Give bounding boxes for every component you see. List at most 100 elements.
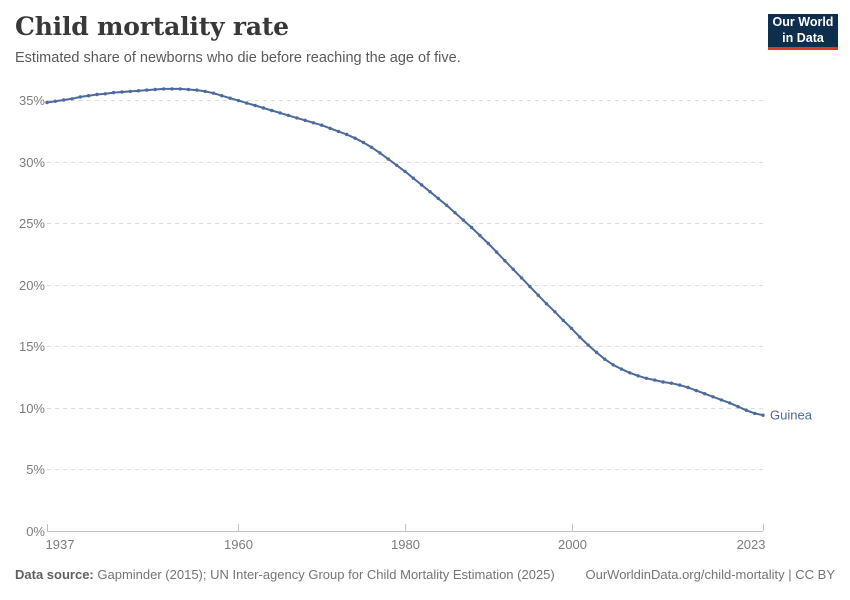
data-point[interactable] [378,151,382,155]
data-point[interactable] [761,413,765,417]
data-point[interactable] [153,87,157,92]
data-point[interactable] [303,118,307,123]
data-point[interactable] [528,284,532,289]
data-point[interactable] [295,116,299,120]
data-point[interactable] [594,350,599,355]
data-point[interactable] [703,392,707,396]
owid-logo-line2: in Data [782,30,824,45]
data-point[interactable] [211,91,216,95]
data-point[interactable] [586,343,590,347]
data-point[interactable] [103,92,108,96]
data-point[interactable] [478,233,482,238]
data-point[interactable] [719,398,724,402]
data-point[interactable] [370,145,374,150]
data-point[interactable] [669,381,674,385]
x-axis-label: 1937 [46,537,75,552]
data-point[interactable] [411,176,415,180]
data-point[interactable] [403,169,407,174]
data-point[interactable] [544,302,549,306]
data-point[interactable] [428,190,432,194]
data-point[interactable] [628,371,632,375]
data-point[interactable] [744,408,748,412]
data-point[interactable] [62,98,66,102]
data-point[interactable] [644,376,649,380]
data-point[interactable] [195,88,199,92]
data-point[interactable] [453,211,457,215]
data-point[interactable] [236,98,241,103]
data-point[interactable] [611,363,615,367]
data-point[interactable] [170,87,174,91]
data-point[interactable] [70,97,74,101]
data-point[interactable] [553,310,557,314]
data-point[interactable] [728,401,732,405]
data-point[interactable] [461,218,465,222]
guinea-series-line[interactable] [46,87,764,417]
data-point[interactable] [486,241,490,246]
data-point[interactable] [336,129,341,134]
data-point[interactable] [203,89,207,94]
data-point[interactable] [436,196,440,201]
data-point[interactable] [536,293,540,297]
data-point[interactable] [286,113,291,118]
data-point[interactable] [253,103,257,108]
data-point[interactable] [653,378,657,382]
data-point[interactable] [128,89,132,94]
data-point[interactable] [228,96,232,100]
data-point[interactable] [111,90,116,95]
data-point[interactable] [261,106,266,110]
data-point[interactable] [569,326,574,331]
data-point[interactable] [186,87,191,92]
data-point[interactable] [345,132,349,137]
data-point[interactable] [661,380,665,384]
data-point[interactable] [578,335,582,339]
data-point[interactable] [753,411,757,416]
data-point[interactable] [420,183,424,187]
data-point[interactable] [120,90,124,94]
data-point[interactable] [78,95,83,99]
data-point[interactable] [278,111,282,115]
data-point[interactable] [619,367,624,371]
data-point[interactable] [736,404,740,409]
owid-logo[interactable]: Our World in Data [768,14,838,50]
data-point[interactable] [395,163,399,167]
data-point[interactable] [178,87,182,91]
data-point[interactable] [678,383,682,387]
data-point[interactable] [45,100,49,105]
owid-footer-link[interactable]: OurWorldinData.org/child-mortality | CC … [585,567,836,582]
data-point[interactable] [503,259,507,263]
data-point[interactable] [311,121,316,125]
y-axis-label: 0% [26,524,45,539]
data-point[interactable] [511,267,515,271]
data-point[interactable] [561,318,565,323]
data-point[interactable] [220,94,224,98]
data-point[interactable] [86,94,91,98]
data-point[interactable] [361,140,366,145]
data-point[interactable] [469,225,474,230]
data-point[interactable] [270,108,274,113]
data-point[interactable] [694,388,699,393]
chart-subtitle: Estimated share of newborns who die befo… [15,50,461,66]
data-point[interactable] [711,395,715,399]
data-point[interactable] [603,357,607,361]
data-point[interactable] [245,101,249,105]
data-point[interactable] [444,203,449,207]
data-point[interactable] [95,92,99,97]
y-axis-label: 15% [19,339,45,354]
y-axis-label: 35% [19,93,45,108]
data-point[interactable] [686,385,690,390]
data-point[interactable] [136,89,141,93]
data-point[interactable] [320,123,324,127]
data-point[interactable] [53,99,57,103]
data-point[interactable] [161,87,166,91]
data-point[interactable] [353,136,357,140]
data-point[interactable] [519,276,524,280]
x-axis-label: 2000 [558,537,587,552]
data-point[interactable] [145,88,149,92]
series-label-guinea[interactable]: Guinea [770,408,813,423]
data-point[interactable] [494,250,499,254]
data-point[interactable] [328,126,332,130]
data-point[interactable] [636,374,640,378]
chart-footer: Data source: Gapminder (2015); UN Inter-… [15,567,835,582]
data-point[interactable] [386,157,390,161]
